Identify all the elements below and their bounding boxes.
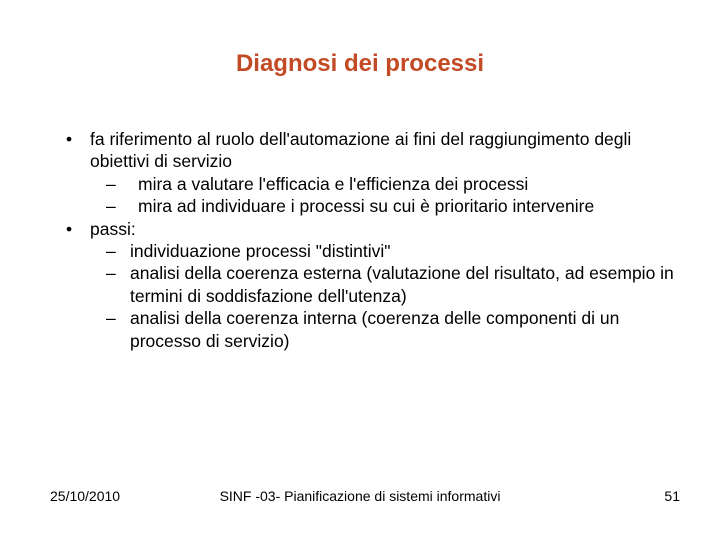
footer-page-number: 51: [664, 488, 680, 504]
sub-text: analisi della coerenza interna (coerenza…: [130, 308, 619, 350]
sub-item: mira ad individuare i processi su cui è …: [90, 195, 680, 217]
sub-text: mira ad individuare i processi su cui è …: [130, 195, 594, 217]
bullet-item: passi: individuazione processi "distinti…: [50, 218, 680, 352]
bullet-text: fa riferimento al ruolo dell'automazione…: [90, 129, 631, 171]
slide-title: Diagnosi dei processi: [0, 50, 720, 78]
sub-item: individuazione processi "distintivi": [90, 240, 680, 262]
sub-list: individuazione processi "distintivi" ana…: [90, 240, 680, 352]
footer-center: SINF -03- Pianificazione di sistemi info…: [0, 488, 720, 504]
sub-list: mira a valutare l'efficacia e l'efficien…: [90, 173, 680, 218]
bullet-list: fa riferimento al ruolo dell'automazione…: [50, 128, 680, 352]
sub-item: analisi della coerenza esterna (valutazi…: [90, 262, 680, 307]
bullet-text: passi:: [90, 219, 136, 239]
sub-item: mira a valutare l'efficacia e l'efficien…: [90, 173, 680, 195]
sub-text: mira a valutare l'efficacia e l'efficien…: [130, 173, 528, 195]
sub-text: individuazione processi "distintivi": [130, 241, 390, 261]
bullet-item: fa riferimento al ruolo dell'automazione…: [50, 128, 680, 218]
slide: Diagnosi dei processi fa riferimento al …: [0, 0, 720, 540]
slide-body: fa riferimento al ruolo dell'automazione…: [50, 128, 680, 352]
sub-text: analisi della coerenza esterna (valutazi…: [130, 263, 674, 305]
sub-item: analisi della coerenza interna (coerenza…: [90, 307, 680, 352]
